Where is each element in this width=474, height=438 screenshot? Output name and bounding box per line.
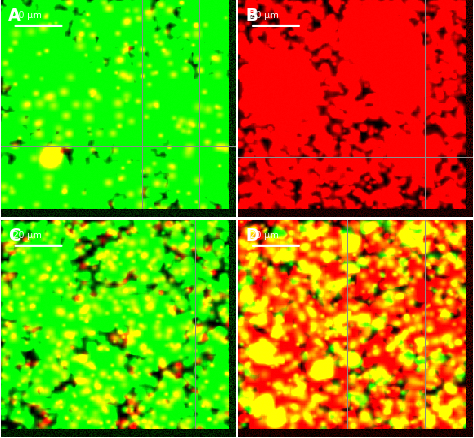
Text: D: D [246, 227, 259, 245]
Text: 20 μm: 20 μm [250, 231, 279, 240]
Text: 20 μm: 20 μm [250, 11, 279, 21]
Text: C: C [8, 227, 20, 245]
Text: A: A [8, 7, 21, 25]
Text: 20 μm: 20 μm [13, 231, 41, 240]
Text: 20 μm: 20 μm [13, 11, 41, 21]
Text: B: B [246, 7, 258, 25]
